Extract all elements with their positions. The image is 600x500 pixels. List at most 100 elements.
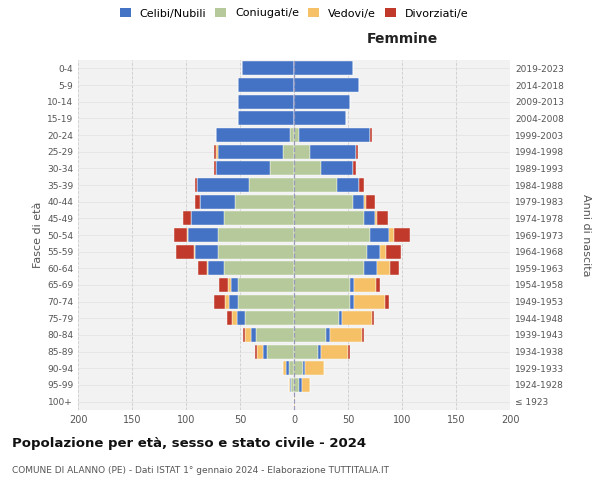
Bar [372,311,374,326]
Bar [353,162,356,175]
Bar [218,144,283,159]
Bar [283,144,294,159]
Bar [364,194,367,209]
Bar [337,178,359,192]
Bar [200,194,235,209]
Text: Popolazione per età, sesso e stato civile - 2024: Popolazione per età, sesso e stato civil… [12,438,366,450]
Bar [294,112,346,126]
Bar [216,144,218,159]
Bar [294,244,367,259]
Bar [251,328,256,342]
Bar [267,344,294,359]
Bar [294,344,318,359]
Bar [367,194,375,209]
Bar [299,378,302,392]
Bar [286,361,289,376]
Bar [294,394,295,409]
Bar [326,328,329,342]
Bar [289,361,294,376]
Bar [214,294,225,308]
Bar [294,378,299,392]
Bar [302,361,305,376]
Bar [370,128,372,142]
Bar [248,178,294,192]
Bar [318,344,321,359]
Bar [206,261,208,276]
Bar [355,278,376,292]
Bar [294,361,302,376]
Bar [291,378,294,392]
Bar [257,344,263,359]
Bar [224,211,294,226]
Bar [364,211,375,226]
Legend: Celibi/Nubili, Coniugati/e, Vedovi/e, Divorziati/e: Celibi/Nubili, Coniugati/e, Vedovi/e, Di… [119,8,469,18]
Text: COMUNE DI ALANNO (PE) - Dati ISTAT 1° gennaio 2024 - Elaborazione TUTTITALIA.IT: COMUNE DI ALANNO (PE) - Dati ISTAT 1° ge… [12,466,389,475]
Bar [305,361,324,376]
Bar [348,344,350,359]
Bar [294,94,350,109]
Bar [290,378,291,392]
Bar [289,378,290,392]
Bar [245,311,294,326]
Bar [220,278,228,292]
Bar [362,328,364,342]
Bar [310,144,356,159]
Bar [299,128,370,142]
Bar [386,244,401,259]
Bar [214,162,216,175]
Bar [329,328,362,342]
Bar [367,244,380,259]
Bar [232,278,238,292]
Bar [243,328,245,342]
Bar [321,344,348,359]
Bar [183,211,191,226]
Bar [235,194,294,209]
Bar [377,261,390,276]
Bar [394,228,410,242]
Y-axis label: Anni di nascita: Anni di nascita [581,194,591,276]
Bar [242,62,294,76]
Bar [176,244,194,259]
Bar [294,144,310,159]
Bar [245,328,251,342]
Bar [194,244,218,259]
Bar [263,344,267,359]
Bar [389,228,394,242]
Bar [294,278,350,292]
Bar [370,228,389,242]
Bar [238,94,294,109]
Bar [256,328,294,342]
Bar [340,311,341,326]
Bar [255,344,257,359]
Bar [294,211,364,226]
Bar [294,294,350,308]
Bar [238,278,294,292]
Bar [188,228,218,242]
Bar [237,311,245,326]
Bar [187,228,188,242]
Bar [228,278,232,292]
Bar [302,378,310,392]
Bar [194,194,200,209]
Bar [283,361,286,376]
Bar [355,294,385,308]
Bar [294,194,353,209]
Bar [359,178,364,192]
Bar [356,144,358,159]
Bar [350,294,355,308]
Bar [294,261,364,276]
Bar [294,128,299,142]
Bar [227,311,232,326]
Bar [214,144,216,159]
Bar [390,261,399,276]
Bar [385,294,389,308]
Bar [238,112,294,126]
Bar [174,228,187,242]
Bar [225,294,229,308]
Bar [224,261,294,276]
Bar [377,211,388,226]
Y-axis label: Fasce di età: Fasce di età [33,202,43,268]
Bar [380,244,386,259]
Bar [353,194,364,209]
Bar [321,162,353,175]
